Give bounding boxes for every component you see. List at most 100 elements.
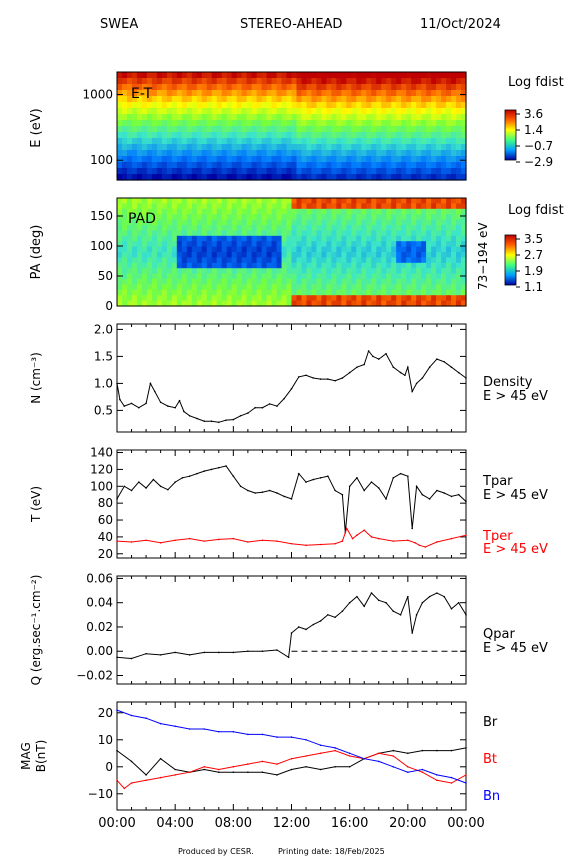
energy-time-cell (346, 96, 352, 103)
energy-time-cell (176, 126, 183, 133)
pitch-angle-cell (376, 257, 382, 264)
energy-time-cell (316, 120, 323, 127)
energy-time-cell (281, 72, 288, 79)
pitch-angle-cell (266, 241, 273, 248)
energy-time-cell (301, 156, 308, 163)
energy-time-cell (321, 78, 327, 85)
energy-time-cell (286, 156, 293, 163)
energy-time-cell (246, 96, 253, 103)
energy-time-frame (116, 71, 467, 181)
pitch-angle-cell (246, 203, 253, 210)
energy-time-cell (126, 144, 133, 151)
pitch-angle-cell (256, 268, 263, 275)
pitch-angle-cell (316, 241, 323, 248)
energy-time-cell (156, 156, 163, 163)
pitch-angle-cell (161, 241, 168, 248)
energy-time-cell (216, 102, 223, 109)
energy-time-cell (386, 78, 392, 85)
pitch-angle-cell (291, 268, 298, 275)
energy-time-cell (431, 126, 437, 133)
data-point (276, 774, 278, 776)
pitch-angle-cell (406, 225, 412, 231)
pitch-angle-cell (391, 300, 397, 307)
energy-time-cell (276, 162, 283, 169)
pitch-angle-cell (366, 273, 372, 280)
energy-time-cell (361, 114, 367, 121)
energy-time-cell (126, 150, 133, 157)
energy-time-cell (236, 132, 243, 139)
pitch-angle-cell (176, 257, 183, 264)
energy-time-cell (326, 84, 332, 91)
data-point (450, 749, 453, 752)
time-axis: 00:00 04:00 08:00 12:00 16:00 20:00 00:00 (98, 816, 484, 831)
pitch-angle-cell (351, 225, 357, 231)
pitch-angle-cell (286, 262, 293, 269)
pitch-angle-cell (156, 295, 163, 302)
pitch-angle-cell (316, 219, 323, 226)
energy-time-cell (286, 72, 293, 79)
pitch-angle-cell (436, 289, 442, 296)
pitch-angle-cell (141, 262, 148, 269)
time-tick-label: 04:00 (156, 816, 193, 831)
pitch-angle-cell (296, 295, 303, 302)
pitch-angle-cell (381, 208, 387, 215)
energy-time-cell (406, 150, 412, 157)
energy-time-cell (156, 96, 163, 103)
data-point (319, 620, 322, 622)
pitch-angle-cell (166, 252, 173, 258)
energy-time-cell (426, 84, 432, 91)
energy-time-cell (281, 138, 288, 145)
header-date: 11/Oct/2024 (420, 17, 501, 32)
pitch-angle-cell (371, 198, 377, 204)
energy-time-cell (266, 144, 273, 151)
time-tick-label: 16:00 (331, 816, 368, 831)
energy-time-cell (316, 72, 323, 79)
pitch-angle-cell (266, 279, 273, 285)
pitch-angle-cell (376, 230, 382, 237)
energy-time-cell (396, 162, 402, 169)
pitch-angle-cell (286, 214, 293, 221)
energy-time-cell (256, 72, 263, 79)
pitch-angle-cell (141, 241, 148, 248)
energy-time-cell (301, 102, 308, 109)
data-point (276, 492, 278, 494)
pitch-angle-cell (206, 268, 213, 275)
energy-time-cell (216, 108, 223, 115)
energy-time-cell (296, 120, 303, 127)
pitch-angle-cell (441, 268, 447, 275)
pitch-angle-cell (261, 273, 268, 280)
energy-time-cell (356, 150, 362, 157)
energy-time-cell (126, 162, 133, 169)
pitch-angle-cell (356, 198, 362, 204)
data-point (290, 736, 293, 738)
data-point (154, 390, 156, 393)
energy-time-cell (121, 138, 128, 145)
pitch-angle-cell (421, 273, 427, 280)
energy-time-cell (446, 162, 452, 169)
colorbar-tick-label: 2.7 (524, 248, 543, 262)
pitch-angle-cell (261, 289, 268, 296)
energy-time-cell (131, 132, 138, 139)
energy-time-cell (421, 78, 427, 85)
pitch-angle-cell (206, 257, 213, 264)
energy-time-cell (311, 120, 318, 127)
pitch-angle-cell (461, 257, 467, 264)
pitch-angle-cell (266, 284, 273, 291)
pitch-angle-cell (286, 208, 293, 215)
pitch-angle-cell (196, 268, 203, 275)
pitch-angle-cell (341, 295, 347, 302)
energy-time-cell (416, 162, 422, 169)
energy-time-cell (121, 162, 128, 169)
energy-time-cell (276, 90, 283, 97)
pitch-angle-cell (161, 279, 168, 285)
energy-time-cell (316, 102, 323, 109)
energy-time-cell (456, 102, 462, 109)
pitch-angle-cell (241, 252, 248, 258)
pitch-angle-cell (266, 257, 273, 264)
pitch-angle-cell (376, 203, 382, 210)
pitch-angle-cell (201, 241, 208, 248)
pitch-angle-cell (221, 279, 228, 285)
pitch-angle-cell (456, 268, 462, 275)
energy-time-cell (206, 84, 213, 91)
pitch-angle-cell (386, 273, 392, 280)
